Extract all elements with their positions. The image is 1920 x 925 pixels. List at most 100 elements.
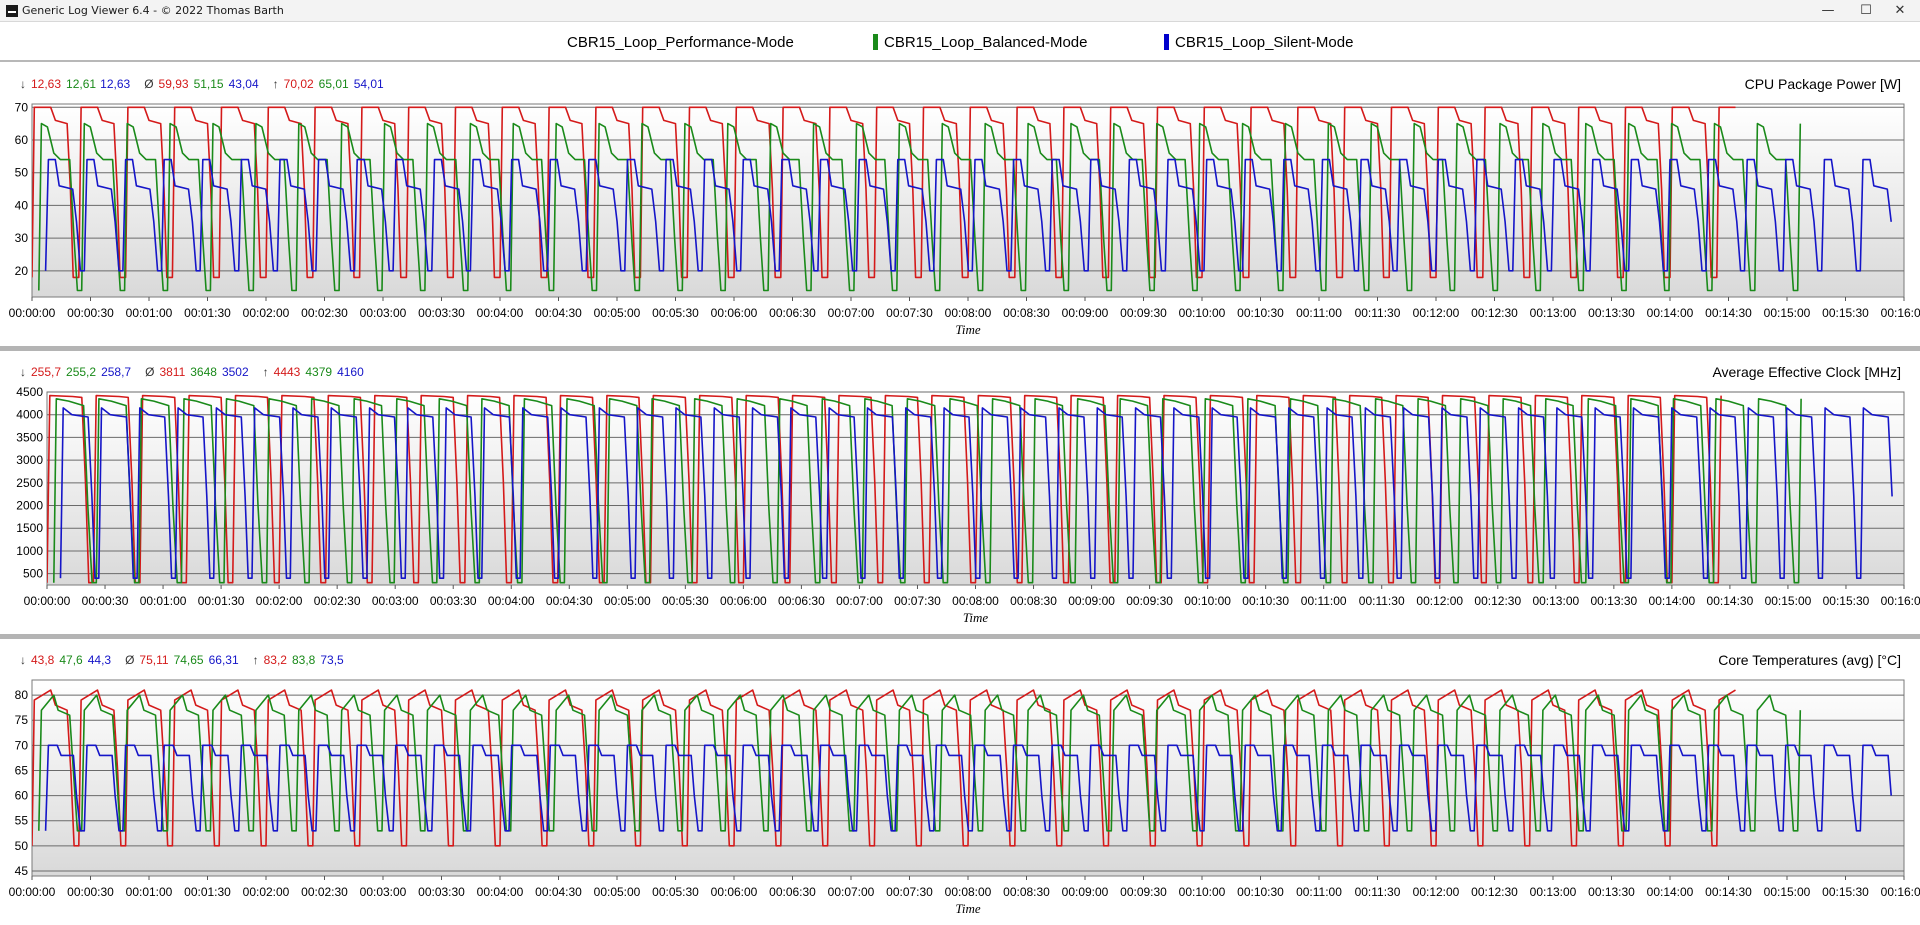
x-tick-label: 00:15:00 <box>1764 306 1811 320</box>
stat-symbol-avg: Ø <box>125 653 134 667</box>
x-tick-label: 00:01:30 <box>198 594 245 608</box>
x-tick-label: 00:11:30 <box>1355 885 1401 899</box>
x-tick-label: 00:00:00 <box>9 885 56 899</box>
x-tick-label: 00:07:30 <box>886 885 933 899</box>
legend-item-performance[interactable]: CBR15_Loop_Performance-Mode <box>567 31 794 53</box>
x-tick-label: 00:12:30 <box>1471 885 1518 899</box>
minimize-button[interactable]: — <box>1821 3 1835 18</box>
x-tick-label: 00:09:00 <box>1062 885 1109 899</box>
maximize-button[interactable]: ☐ <box>1860 3 1872 18</box>
y-tick-label: 1500 <box>16 521 43 535</box>
x-tick-label: 00:09:00 <box>1068 594 1115 608</box>
x-tick-label: 00:10:00 <box>1179 885 1226 899</box>
legend-item-silent[interactable]: CBR15_Loop_Silent-Mode <box>1164 31 1353 53</box>
x-tick-label: 00:01:00 <box>126 885 173 899</box>
x-tick-label: 00:07:00 <box>836 594 883 608</box>
x-tick-label: 00:06:30 <box>778 594 825 608</box>
x-tick-label: 00:10:00 <box>1179 306 1226 320</box>
x-tick-label: 00:00:30 <box>82 594 129 608</box>
stat-value-min: 12,61 <box>66 77 96 91</box>
x-tick-label: 00:03:00 <box>360 306 407 320</box>
y-tick-label: 70 <box>15 100 29 114</box>
x-tick-label: 00:09:30 <box>1120 885 1167 899</box>
stat-value-min: 12,63 <box>31 77 61 91</box>
x-tick-label: 00:06:00 <box>711 885 758 899</box>
stat-value-avg: 3811 <box>159 365 185 379</box>
y-tick-label: 75 <box>15 713 29 727</box>
x-tick-label: 00:15:30 <box>1823 594 1870 608</box>
x-tick-label: 00:10:30 <box>1237 306 1284 320</box>
x-tick-label: 00:15:00 <box>1765 594 1812 608</box>
x-tick-label: 00:00:30 <box>67 306 114 320</box>
x-tick-label: 00:06:00 <box>720 594 767 608</box>
y-tick-label: 40 <box>15 198 29 212</box>
x-tick-label: 00:14:30 <box>1705 885 1752 899</box>
x-tick-label: 00:14:00 <box>1649 594 1696 608</box>
x-tick-label: 00:08:00 <box>945 306 992 320</box>
stat-value-avg: 43,04 <box>229 77 259 91</box>
x-tick-label: 00:01:00 <box>126 306 173 320</box>
x-tick-label: 00:13:30 <box>1588 306 1635 320</box>
y-tick-label: 50 <box>15 166 29 180</box>
stat-value-max: 4379 <box>305 365 332 379</box>
app-icon <box>6 5 18 17</box>
x-tick-label: 00:14:30 <box>1705 306 1752 320</box>
legend-label-balanced: CBR15_Loop_Balanced-Mode <box>884 33 1088 51</box>
y-tick-label: 2500 <box>16 476 43 490</box>
stat-symbol-min: ↓ <box>20 365 26 379</box>
y-tick-label: 60 <box>15 789 29 803</box>
series-line-balanced <box>38 694 1802 832</box>
stat-value-min: 43,8 <box>31 653 55 667</box>
x-tick-label: 00:12:30 <box>1474 594 1521 608</box>
y-tick-label: 65 <box>15 763 29 777</box>
panel-divider[interactable] <box>0 634 1920 639</box>
x-tick-label: 00:02:00 <box>256 594 303 608</box>
stat-value-max: 73,5 <box>320 653 344 667</box>
y-tick-label: 55 <box>15 814 29 828</box>
x-tick-label: 00:07:30 <box>894 594 941 608</box>
x-tick-label: 00:10:30 <box>1237 885 1284 899</box>
panel-divider[interactable] <box>0 346 1920 351</box>
stat-value-max: 83,8 <box>292 653 316 667</box>
legend-item-balanced[interactable]: CBR15_Loop_Balanced-Mode <box>873 31 1087 53</box>
stat-value-max: 83,2 <box>264 653 288 667</box>
stat-symbol-avg: Ø <box>145 365 154 379</box>
x-tick-label: 00:05:00 <box>594 306 641 320</box>
x-tick-label: 00:11:00 <box>1296 306 1342 320</box>
stat-symbol-min: ↓ <box>20 653 26 667</box>
chart-cpu-package-power: 20 30 40 50 60 70 00:00:00 00:00:30 00:01:00 00:0… <box>9 76 1920 337</box>
x-tick-label: 00:12:00 <box>1413 885 1460 899</box>
stat-symbol-avg: Ø <box>144 77 153 91</box>
y-tick-label: 1000 <box>16 544 43 558</box>
x-tick-label: 00:12:00 <box>1413 306 1460 320</box>
x-tick-label: 00:03:30 <box>430 594 477 608</box>
x-tick-label: 00:13:00 <box>1532 594 1579 608</box>
stat-symbol-max: ↑ <box>263 365 269 379</box>
legend-swatch-silent <box>1164 34 1169 50</box>
x-tick-label: 00:15:30 <box>1822 885 1869 899</box>
x-tick-label: 00:09:30 <box>1126 594 1173 608</box>
x-tick-label: 00:08:00 <box>952 594 999 608</box>
legend-swatch-balanced <box>873 34 878 50</box>
x-tick-label: 00:06:30 <box>769 306 816 320</box>
x-tick-label: 00:15:00 <box>1764 885 1811 899</box>
x-tick-label: 00:11:30 <box>1355 306 1401 320</box>
x-tick-label: 00:05:30 <box>662 594 709 608</box>
series-line-balanced <box>38 122 1802 292</box>
x-tick-label: 00:02:30 <box>301 885 348 899</box>
close-button[interactable]: ✕ <box>1894 3 1906 18</box>
x-tick-label: 00:05:00 <box>594 885 641 899</box>
x-tick-label: 00:00:00 <box>9 306 56 320</box>
stat-symbol-max: ↑ <box>273 77 279 91</box>
x-tick-label: 00:04:00 <box>477 885 524 899</box>
y-tick-label: 2000 <box>16 499 43 513</box>
x-tick-label: 00:02:30 <box>314 594 361 608</box>
stat-value-max: 54,01 <box>354 77 384 91</box>
chart-core-temperatures: 45 50 55 60 65 70 75 80 00:00:00 00:00:30 00:01:00… <box>9 652 1920 916</box>
stat-value-avg: 3648 <box>190 365 217 379</box>
x-tick-label: 00:08:00 <box>945 885 992 899</box>
x-tick-label: 00:00:30 <box>67 885 114 899</box>
x-tick-label: 00:10:30 <box>1242 594 1289 608</box>
x-tick-label: 00:07:00 <box>828 306 875 320</box>
y-tick-label: 4000 <box>16 408 43 422</box>
